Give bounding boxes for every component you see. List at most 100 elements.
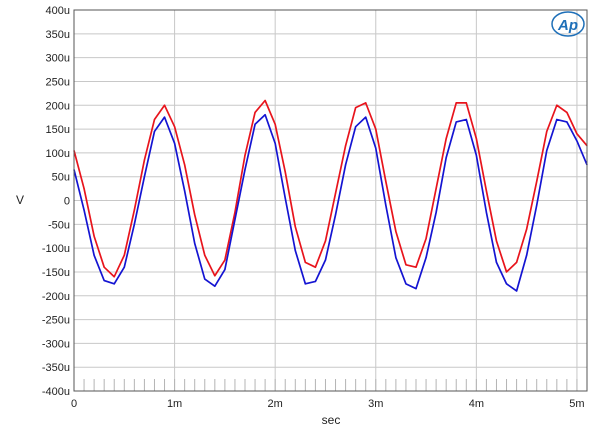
y-tick-label: 100u: [46, 148, 70, 160]
data-point: [445, 157, 447, 159]
plot-frame: [73, 9, 588, 392]
data-point: [123, 254, 125, 256]
y-tick-labels: 400u 350u 300u 250u 200u 150u 100u 50u 0 -50u -100…: [42, 5, 70, 398]
x-tick-label: 5m: [569, 398, 584, 410]
data-point: [254, 111, 256, 113]
data-point: [163, 104, 166, 106]
data-point: [113, 283, 115, 285]
y-tick-label: -50u: [48, 219, 70, 231]
data-point: [505, 271, 508, 273]
y-tick-label: 300u: [46, 53, 70, 65]
y-tick-label: -400u: [42, 386, 70, 398]
data-point: [173, 142, 176, 144]
series-1: [73, 99, 588, 278]
data-point: [576, 140, 578, 142]
data-point: [485, 211, 488, 214]
data-point: [314, 280, 317, 283]
x-tick-label: 0: [71, 398, 77, 410]
data-point: [153, 118, 156, 121]
data-point: [143, 159, 146, 161]
y-tick-label: -250u: [42, 315, 70, 327]
data-point: [204, 278, 206, 280]
y-axis-title: V: [16, 193, 24, 207]
data-point: [294, 226, 296, 228]
series-line: [73, 113, 588, 292]
data-point: [526, 254, 528, 256]
data-point: [133, 223, 135, 225]
data-point: [445, 137, 447, 140]
data-point: [143, 176, 146, 178]
data-point: [224, 259, 226, 261]
data-point: [415, 266, 417, 268]
data-point: [395, 257, 397, 259]
x-tick-label: 4m: [469, 398, 484, 410]
data-point: [505, 283, 508, 285]
data-point: [123, 266, 125, 268]
data-point: [103, 279, 105, 282]
data-point: [556, 118, 558, 121]
data-point: [93, 235, 95, 237]
data-point: [334, 214, 337, 216]
data-point: [355, 107, 357, 109]
data-point: [244, 154, 246, 156]
data-point: [103, 266, 105, 268]
data-point: [194, 242, 196, 244]
data-point: [304, 283, 306, 285]
series-line: [73, 99, 588, 278]
data-point: [264, 114, 266, 116]
series-2: [73, 113, 588, 292]
data-point: [475, 154, 477, 156]
data-point: [465, 118, 467, 121]
data-point: [204, 254, 206, 256]
y-tick-label: 400u: [46, 5, 70, 17]
data-point: [173, 126, 176, 128]
data-point: [566, 121, 568, 123]
data-point: [314, 266, 317, 268]
data-point: [546, 130, 548, 133]
data-point: [515, 290, 518, 292]
x-axis-title: sec: [322, 413, 341, 427]
data-point: [425, 257, 427, 259]
ap-logo: Ap: [551, 11, 585, 37]
data-point: [385, 180, 387, 183]
data-point: [324, 240, 327, 242]
data-point: [113, 276, 115, 278]
data-point: [274, 123, 276, 125]
grid: [73, 9, 587, 392]
y-tick-label: 250u: [46, 76, 70, 88]
y-tick-label: -200u: [42, 291, 70, 303]
data-point: [546, 149, 548, 152]
data-point: [576, 133, 578, 135]
x-tick-labels: 0 1m 2m 3m 4m 5m: [71, 398, 585, 410]
data-point: [234, 211, 236, 214]
data-point: [214, 285, 216, 287]
data-point: [455, 121, 457, 123]
data-point: [435, 187, 437, 190]
data-point: [526, 228, 528, 230]
data-point: [153, 130, 156, 133]
data-point: [234, 218, 236, 221]
y-tick-label: 0: [64, 196, 70, 208]
data-point: [344, 164, 347, 166]
data-point: [344, 145, 347, 147]
data-point: [375, 147, 377, 149]
data-point: [334, 192, 337, 194]
data-point: [184, 190, 186, 192]
data-point: [465, 102, 467, 104]
data-point: [435, 211, 437, 214]
data-point: [254, 123, 256, 125]
y-tick-label: -350u: [42, 362, 70, 374]
data-point: [375, 128, 377, 130]
data-point: [405, 264, 407, 266]
data-point: [425, 238, 427, 240]
x-tick-label: 1m: [167, 398, 182, 410]
data-point: [495, 261, 498, 264]
y-tick-label: -150u: [42, 267, 70, 279]
data-point: [184, 164, 186, 166]
x-tick-label: 3m: [368, 398, 383, 410]
data-point: [485, 190, 488, 192]
data-point: [274, 142, 276, 144]
y-tick-label: 200u: [46, 100, 70, 112]
data-point: [415, 288, 417, 290]
